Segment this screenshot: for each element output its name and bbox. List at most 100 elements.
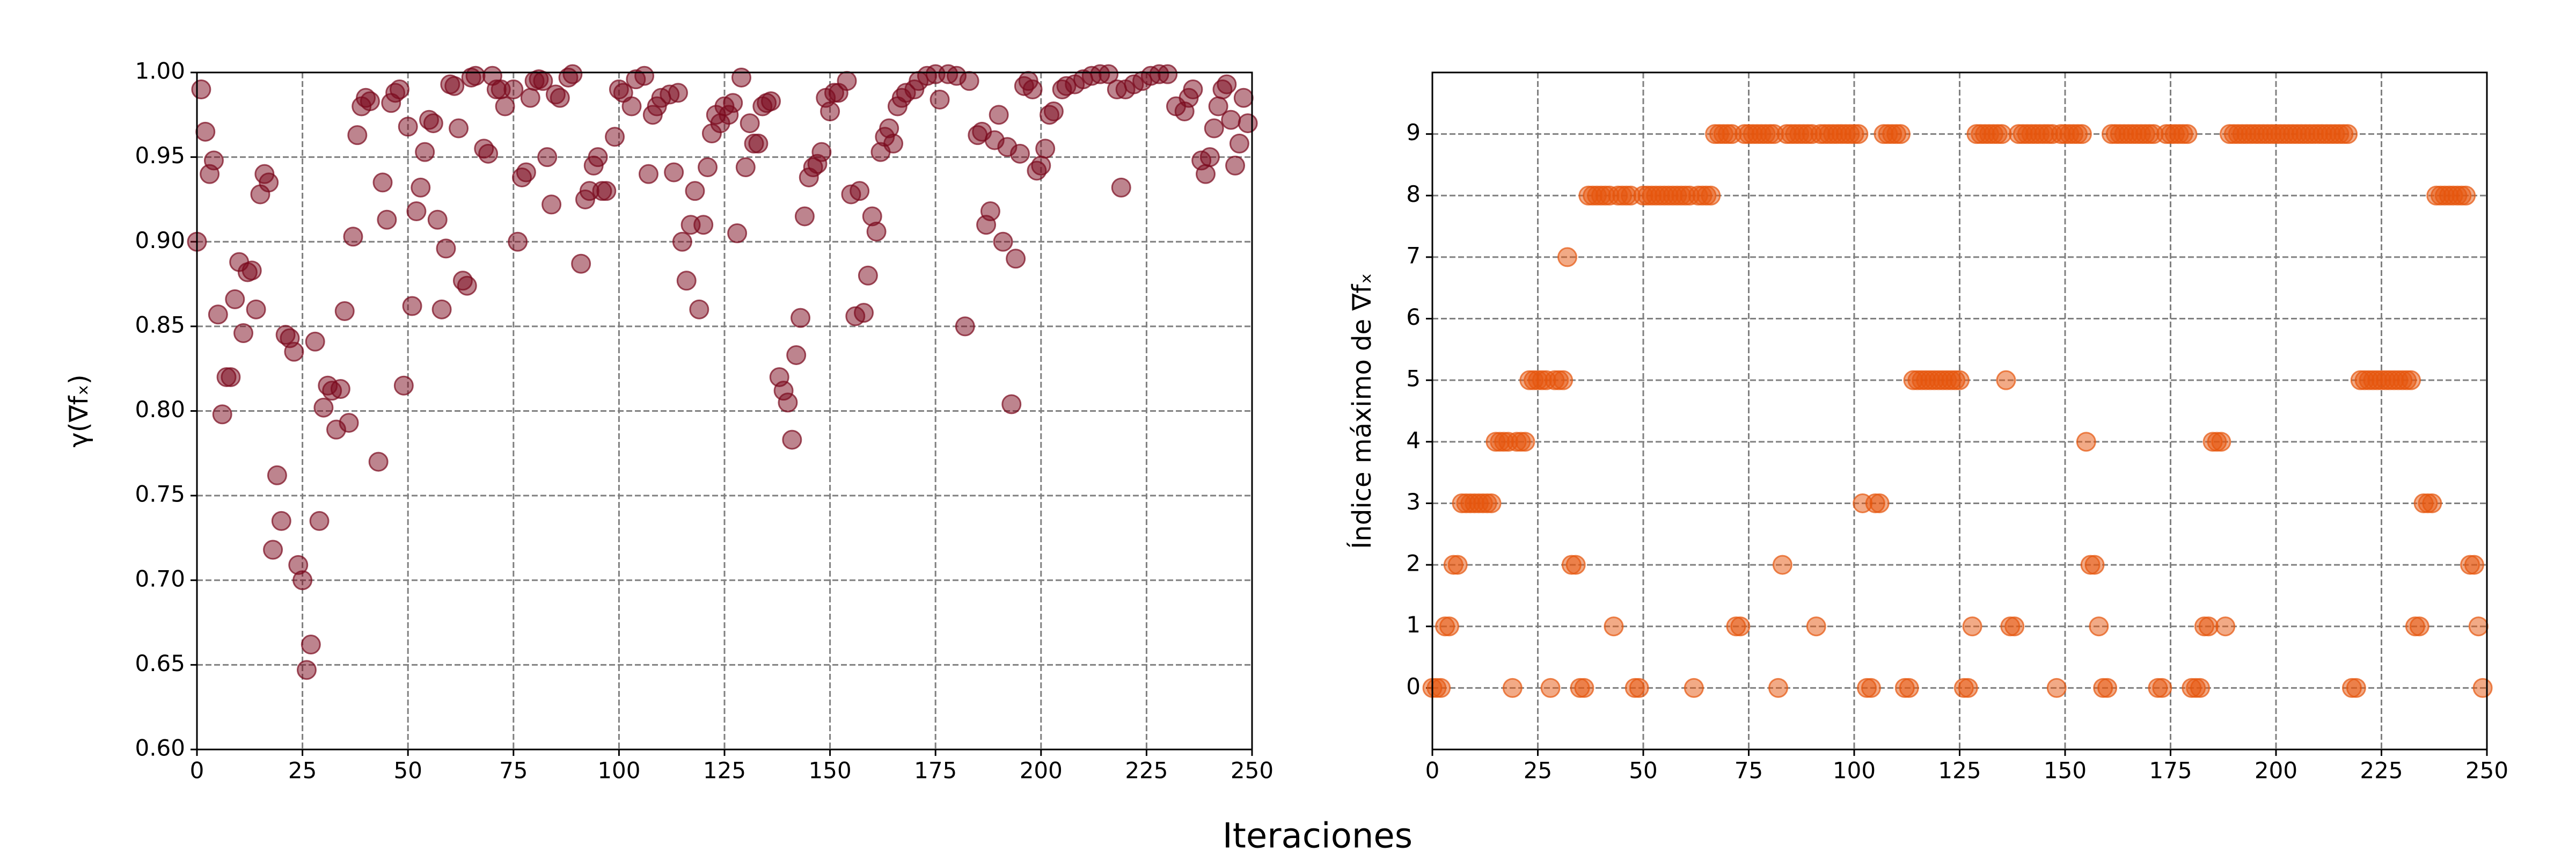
points [187, 64, 1258, 680]
x-tick-label: 25 [1524, 758, 1552, 784]
point [2046, 678, 2067, 698]
point [2346, 678, 2366, 698]
point [1006, 249, 1026, 269]
point [1111, 177, 1131, 198]
point [195, 121, 216, 142]
point [2076, 432, 2096, 452]
y-tick-label: 0.60 [135, 735, 185, 761]
point [2409, 616, 2429, 637]
point [778, 392, 798, 413]
point [305, 331, 325, 352]
x-tick-label: 125 [1938, 758, 1981, 784]
point [693, 215, 714, 235]
point [330, 379, 350, 399]
point [1515, 432, 1535, 452]
point [221, 367, 241, 387]
x-tick-label: 225 [1125, 758, 1168, 784]
x-axis-label: Iteraciones [1223, 817, 1413, 856]
point [449, 118, 469, 139]
point [2464, 555, 2484, 575]
point [1031, 155, 1051, 176]
point [377, 209, 397, 230]
point [339, 413, 359, 433]
axes-frame [1431, 71, 2488, 751]
x-tick-label: 50 [393, 758, 422, 784]
point [1225, 155, 1246, 176]
point [1869, 493, 1890, 513]
point [457, 275, 477, 296]
y-tick-label: 0.70 [135, 565, 185, 592]
point [478, 143, 499, 164]
point [1701, 185, 1721, 206]
point [1099, 64, 1119, 84]
points [1422, 124, 2493, 698]
point [2456, 185, 2476, 206]
point [685, 181, 705, 201]
point [723, 93, 743, 113]
point [2472, 678, 2493, 698]
y-tick-label: 8 [1406, 181, 1421, 207]
point [698, 157, 718, 178]
point [748, 133, 769, 154]
point [811, 142, 832, 162]
point [1183, 79, 1203, 100]
point [1848, 124, 1869, 144]
point [292, 570, 313, 591]
point [1431, 678, 1451, 698]
point [1950, 370, 1970, 390]
point [1958, 678, 1978, 698]
point [343, 227, 363, 247]
point [203, 150, 224, 171]
point [402, 296, 422, 316]
point [1199, 147, 1220, 168]
point [411, 177, 431, 198]
point [465, 65, 486, 86]
x-tick-label: 75 [499, 758, 528, 784]
point [263, 540, 283, 560]
point [1684, 678, 1704, 698]
point [241, 260, 262, 281]
point [233, 323, 254, 343]
point [246, 299, 266, 319]
point [2072, 124, 2092, 144]
point [1996, 370, 2016, 390]
point [1238, 113, 1258, 134]
point [1439, 616, 1459, 637]
point [1540, 678, 1561, 698]
y-tick-label: 0.80 [135, 396, 185, 423]
point [605, 127, 625, 147]
point [820, 101, 840, 122]
point [495, 96, 515, 117]
point [596, 181, 617, 201]
y-tick-label: 7 [1406, 242, 1421, 268]
point [668, 83, 688, 103]
point [191, 79, 211, 100]
point [309, 511, 330, 531]
point [989, 105, 1009, 125]
point [334, 301, 355, 322]
point [1806, 616, 1826, 637]
y-tick-label: 9 [1406, 119, 1421, 145]
point [431, 299, 452, 319]
point [2338, 124, 2358, 144]
point [883, 133, 904, 154]
point [1861, 678, 1881, 698]
y-axis-label: γ(∇fₓ) [64, 374, 94, 447]
point [2211, 432, 2231, 452]
y-tick-label: 0 [1406, 673, 1421, 700]
point [1890, 124, 1911, 144]
point [360, 91, 380, 112]
point [837, 71, 857, 91]
point [672, 231, 692, 252]
point [1009, 143, 1030, 164]
x-tick-label: 150 [809, 758, 852, 784]
point [541, 194, 562, 215]
x-tick-label: 75 [1735, 758, 1763, 784]
x-tick-label: 175 [914, 758, 957, 784]
y-axis-label: Índice máximo de ∇fₓ [1346, 273, 1377, 549]
point [1574, 678, 1594, 698]
point [393, 375, 414, 396]
x-tick-label: 100 [1833, 758, 1876, 784]
point [284, 341, 304, 362]
